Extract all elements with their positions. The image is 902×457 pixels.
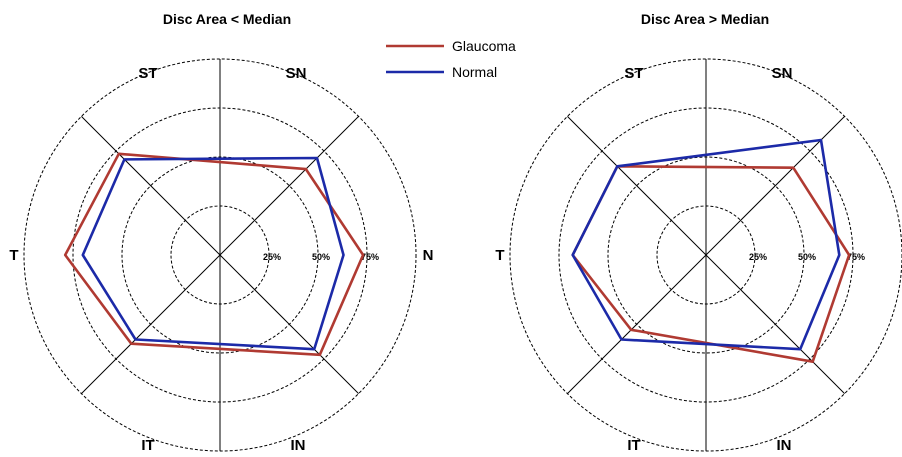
ring-label-75: 75% [361, 252, 379, 262]
axis-label-st: ST [624, 65, 643, 82]
axis-label-t: T [9, 247, 18, 264]
spoke-diagonal-135 [567, 116, 845, 394]
legend-label-normal: Normal [452, 64, 497, 80]
legend-label-glaucoma: Glaucoma [452, 38, 516, 54]
axis-label-n: N [423, 247, 434, 264]
ring-label-50: 50% [798, 252, 816, 262]
ring-label-75: 75% [847, 252, 865, 262]
series-normal [81, 156, 345, 351]
axis-label-sn: SN [772, 65, 793, 82]
ring-label-50: 50% [312, 252, 330, 262]
ring-label-25: 25% [263, 252, 281, 262]
axis-label-sn: SN [286, 65, 307, 82]
axis-label-in: IN [291, 437, 306, 454]
legend: Glaucoma Normal [386, 38, 516, 80]
axis-label-it: IT [627, 437, 640, 454]
spoke-diagonal-135 [81, 116, 359, 394]
series-normal [571, 138, 841, 351]
axis-label-in: IN [777, 437, 792, 454]
axis-label-t: T [495, 247, 504, 264]
chart-title: Disc Area < Median [163, 11, 291, 27]
axis-label-st: ST [138, 65, 157, 82]
chart-title: Disc Area > Median [641, 11, 769, 27]
series-glaucoma [63, 152, 365, 357]
radar-chart-disc-area-below-median: Disc Area < Median 25% 50% 75% N SN ST T IT IN [9, 11, 433, 454]
axis-label-it: IT [141, 437, 154, 454]
ring-label-25: 25% [749, 252, 767, 262]
